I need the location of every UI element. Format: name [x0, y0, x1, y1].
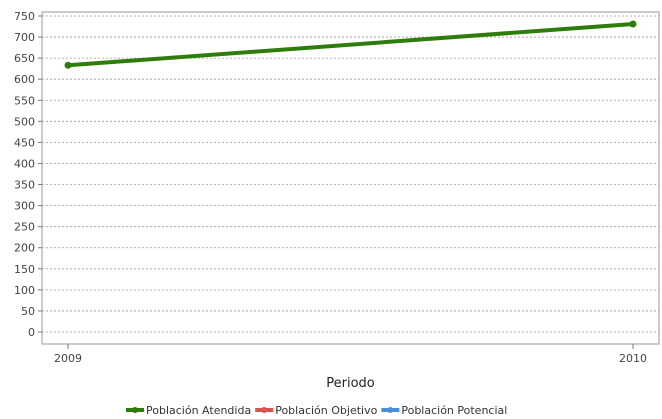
legend-label[interactable]: Población Objetivo	[275, 404, 377, 417]
y-tick-label: 250	[14, 221, 35, 234]
y-tick-label: 750	[14, 10, 35, 23]
x-tick-label: 2009	[54, 352, 82, 365]
data-point[interactable]	[629, 20, 637, 28]
plot-area-frame	[41, 11, 660, 345]
y-tick-label: 600	[14, 73, 35, 86]
grid-lines	[42, 15, 659, 333]
y-tick-label: 100	[14, 284, 35, 297]
y-axis-ticks: 0 50 100 150 200 250 300 350 400 450 500 550 600 650 7…	[14, 10, 42, 339]
y-tick-label: 150	[14, 263, 35, 276]
y-tick-label: 350	[14, 179, 35, 192]
series-layer	[64, 20, 637, 69]
legend-marker	[132, 407, 138, 413]
series-line	[66, 22, 635, 68]
y-tick-label: 550	[14, 94, 35, 107]
y-tick-label: 400	[14, 157, 35, 170]
y-tick-label: 200	[14, 242, 35, 255]
y-tick-label: 500	[14, 115, 35, 128]
y-tick-label: 650	[14, 52, 35, 65]
y-tick-label: 700	[14, 31, 35, 44]
x-tick-label: 2010	[619, 352, 647, 365]
y-tick-label: 0	[28, 326, 35, 339]
legend-label[interactable]: Población Potencial	[401, 404, 507, 417]
legend-marker	[387, 407, 394, 413]
legend-label[interactable]: Población Atendida	[146, 404, 251, 417]
data-point[interactable]	[64, 61, 72, 69]
x-axis-ticks: 2009 2010	[54, 344, 647, 365]
y-tick-label: 450	[14, 136, 35, 149]
legend-marker	[261, 407, 268, 413]
y-tick-label: 50	[21, 305, 35, 318]
y-tick-label: 300	[14, 200, 35, 213]
x-axis-title: Periodo	[326, 376, 375, 391]
legend[interactable]: Población Atendida Población Objetivo Pobl…	[126, 404, 507, 417]
